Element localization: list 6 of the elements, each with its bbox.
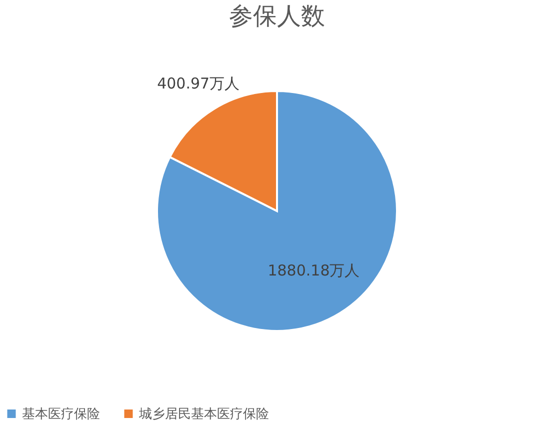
data-label: 400.97万人 — [157, 74, 240, 92]
pie-slice — [156, 90, 398, 332]
legend-label: 基本医疗保险 — [22, 406, 100, 422]
chart-title: 参保人数 — [229, 2, 325, 30]
legend-label: 城乡居民基本医疗保险 — [138, 406, 269, 422]
data-label: 1880.18万人 — [268, 262, 360, 280]
